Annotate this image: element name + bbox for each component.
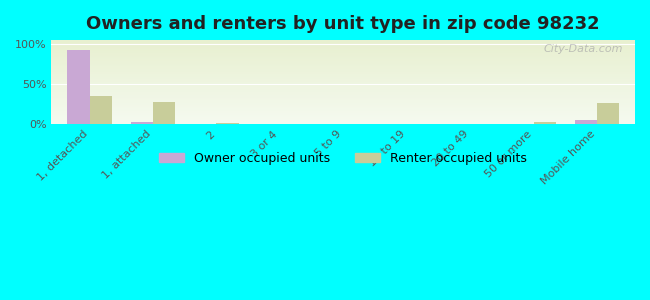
Bar — [575, 120, 597, 124]
Bar — [90, 96, 112, 124]
Bar — [575, 120, 597, 124]
Bar — [216, 123, 239, 124]
Bar — [90, 96, 112, 124]
Bar — [597, 103, 619, 124]
Bar — [68, 50, 90, 124]
Bar — [68, 50, 90, 124]
Bar — [534, 122, 556, 124]
Text: City-Data.com: City-Data.com — [544, 44, 623, 54]
Legend: Owner occupied units, Renter occupied units: Owner occupied units, Renter occupied un… — [154, 147, 532, 170]
Bar — [216, 123, 239, 124]
Bar — [131, 122, 153, 124]
Bar — [153, 102, 175, 124]
Bar — [153, 102, 175, 124]
Bar — [534, 122, 556, 124]
Bar — [597, 103, 619, 124]
Title: Owners and renters by unit type in zip code 98232: Owners and renters by unit type in zip c… — [86, 15, 600, 33]
Bar — [131, 122, 153, 124]
